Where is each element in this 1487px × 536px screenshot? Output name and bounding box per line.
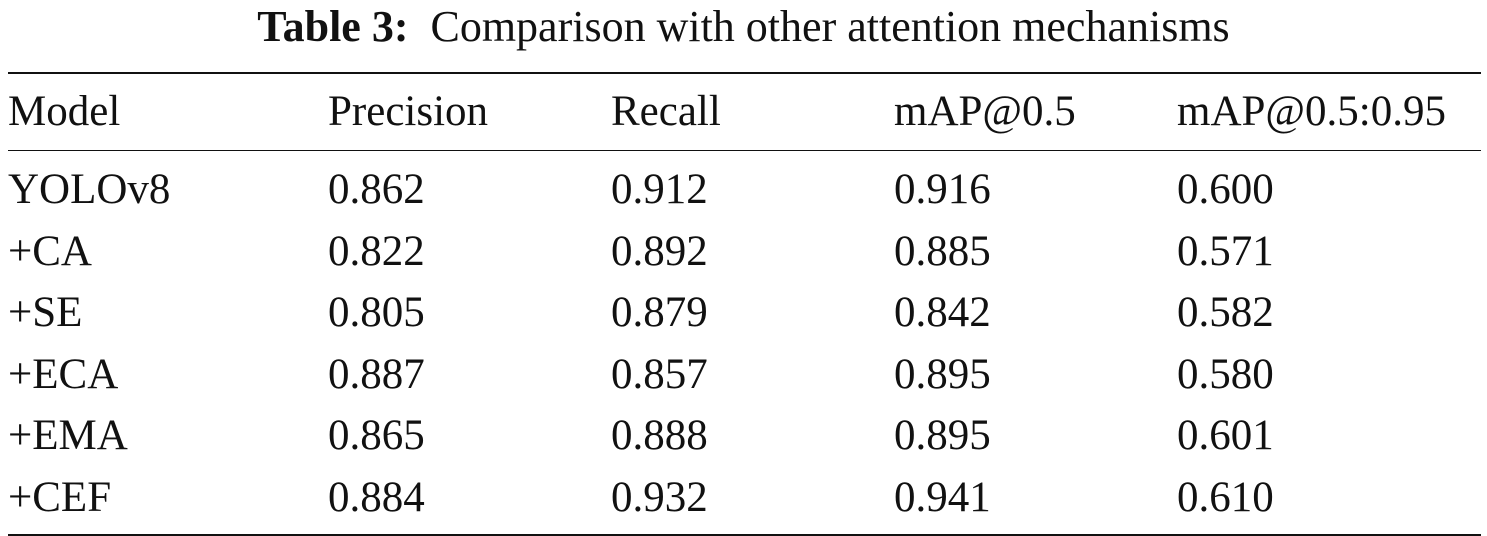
cell-map50: 0.916 xyxy=(894,166,991,213)
cell-model: +CA xyxy=(8,227,92,275)
cell-map50: 0.885 xyxy=(894,227,991,275)
cell-map50-95: 0.610 xyxy=(1177,473,1274,521)
cell-model: +CEF xyxy=(8,473,112,521)
cell-recall: 0.892 xyxy=(611,227,708,275)
comparison-table-container: Model Precision Recall mAP@0.5 mAP@0.5:0… xyxy=(8,72,1481,536)
cell-model: +SE xyxy=(8,289,83,336)
caption-text: Comparison with other attention mechanis… xyxy=(430,2,1230,51)
cell-map50: 0.895 xyxy=(894,412,991,459)
cell-model: +EMA xyxy=(8,412,128,459)
cell-map50-95: 0.571 xyxy=(1177,227,1274,275)
caption-label: Table 3: xyxy=(257,2,409,51)
table-caption: Table 3: Comparison with other attention… xyxy=(0,0,1487,60)
cell-recall: 0.879 xyxy=(611,289,708,336)
table-row: +CA 0.822 0.892 0.885 0.571 xyxy=(8,221,1481,283)
header-map50-95: mAP@0.5:0.95 xyxy=(1177,88,1446,135)
table-row: YOLOv8 0.862 0.912 0.916 0.600 xyxy=(8,151,1481,221)
header-precision: Precision xyxy=(328,88,489,135)
table-body: YOLOv8 0.862 0.912 0.916 0.600 +CA 0.822… xyxy=(8,151,1481,535)
header-row: Model Precision Recall mAP@0.5 mAP@0.5:0… xyxy=(8,73,1481,151)
header-recall: Recall xyxy=(611,88,721,135)
cell-map50: 0.941 xyxy=(894,473,991,521)
cell-map50-95: 0.601 xyxy=(1177,412,1274,459)
cell-map50-95: 0.582 xyxy=(1177,289,1274,336)
comparison-table: Model Precision Recall mAP@0.5 mAP@0.5:0… xyxy=(8,72,1481,536)
cell-recall: 0.932 xyxy=(611,473,708,521)
cell-precision: 0.887 xyxy=(328,350,425,398)
table-row: +SE 0.805 0.879 0.842 0.582 xyxy=(8,282,1481,344)
cell-recall: 0.857 xyxy=(611,350,708,398)
cell-recall: 0.888 xyxy=(611,412,708,459)
table-row: +CEF 0.884 0.932 0.941 0.610 xyxy=(8,467,1481,535)
cell-recall: 0.912 xyxy=(611,166,708,213)
cell-precision: 0.805 xyxy=(328,289,425,336)
cell-precision: 0.865 xyxy=(328,412,425,459)
table-row: +ECA 0.887 0.857 0.895 0.580 xyxy=(8,344,1481,406)
cell-precision: 0.822 xyxy=(328,227,425,275)
table-header: Model Precision Recall mAP@0.5 mAP@0.5:0… xyxy=(8,73,1481,151)
cell-model: YOLOv8 xyxy=(8,166,171,213)
cell-map50-95: 0.580 xyxy=(1177,350,1274,398)
cell-precision: 0.884 xyxy=(328,473,425,521)
header-map50: mAP@0.5 xyxy=(894,88,1076,135)
header-model: Model xyxy=(8,88,121,135)
cell-map50: 0.895 xyxy=(894,350,991,398)
cell-precision: 0.862 xyxy=(328,166,425,213)
cell-map50-95: 0.600 xyxy=(1177,166,1274,213)
table-row: +EMA 0.865 0.888 0.895 0.601 xyxy=(8,405,1481,467)
cell-model: +ECA xyxy=(8,350,119,398)
cell-map50: 0.842 xyxy=(894,289,991,336)
